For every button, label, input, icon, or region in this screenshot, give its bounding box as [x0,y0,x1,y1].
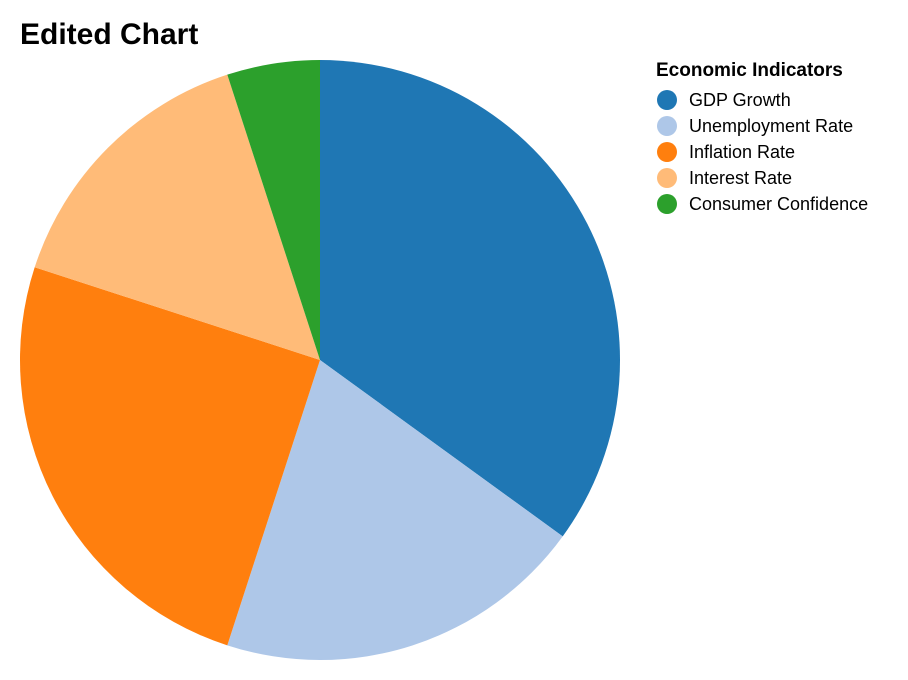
pie-slice-interest-rate [34,74,321,361]
pie-slice-unemployment-rate [227,360,563,661]
pie-slices [19,60,621,661]
legend-item-gdp-growth: GDP Growth [656,87,868,113]
legend-items: GDP Growth Unemployment Rate Inflation Rat… [656,87,868,217]
pie-slice-inflation-rate [19,267,321,646]
legend-label: Unemployment Rate [689,115,854,136]
legend-swatch [657,90,677,110]
legend-swatch [657,194,677,214]
legend-item-interest-rate: Interest Rate [656,165,868,191]
legend-item-consumer-confidence: Consumer Confidence [656,191,868,217]
chart-title: Edited Chart [20,18,199,51]
legend-swatch [657,116,677,136]
legend: Economic Indicators GDP Growth Unemployme… [656,58,868,217]
legend-item-unemployment-rate: Unemployment Rate [656,113,868,139]
pie-slice-gdp-growth [320,60,621,537]
legend-item-inflation-rate: Inflation Rate [656,139,868,165]
pie-slice-consumer-confidence [227,60,320,360]
legend-swatch [657,142,677,162]
legend-label: Interest Rate [689,167,793,188]
legend-label: Consumer Confidence [689,193,869,214]
legend-label: Inflation Rate [689,141,796,162]
legend-label: GDP Growth [689,89,791,110]
legend-swatch [657,168,677,188]
legend-title: Economic Indicators [656,60,843,81]
